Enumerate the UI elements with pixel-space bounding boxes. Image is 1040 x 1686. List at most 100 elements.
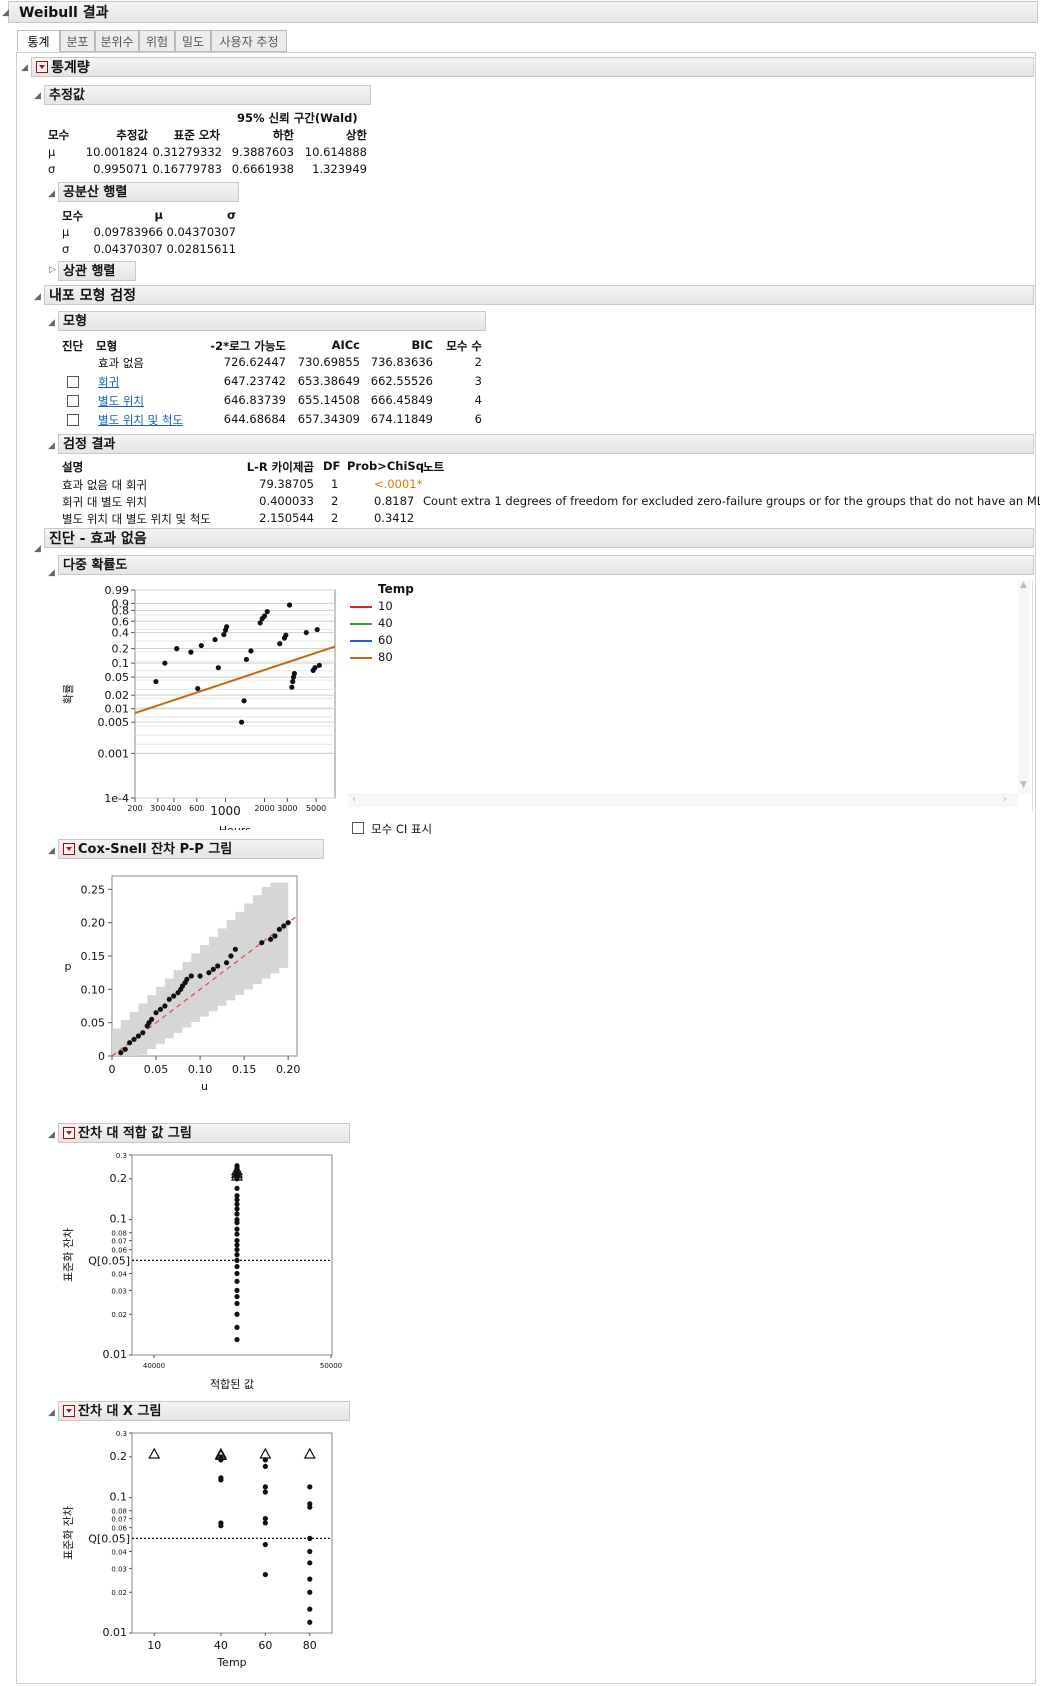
resid-fit-header[interactable]: 잔차 대 적합 값 그림 <box>58 1123 350 1143</box>
nested-title: 내포 모형 검정 <box>49 288 137 304</box>
table-cell: 0.04370307 <box>93 242 163 256</box>
data-point <box>234 1257 240 1263</box>
estimates-header[interactable]: 추정값 <box>44 85 371 105</box>
tab-density[interactable]: 밀도 <box>175 30 211 52</box>
tab-distribution[interactable]: 분포 <box>60 30 95 52</box>
tab-stats[interactable]: 통계량 <box>17 30 60 71</box>
table-cell: 662.55526 <box>370 374 433 388</box>
correlation-header[interactable]: 상관 행렬 <box>58 261 136 281</box>
y-tick-label: 0.2 <box>110 1450 128 1463</box>
y-tick-label: 0.001 <box>98 747 130 760</box>
red-triangle-menu-icon[interactable] <box>36 61 48 73</box>
table-cell: 0.400033 <box>259 494 314 508</box>
col-header: 모수 <box>62 209 84 223</box>
collapse-icon[interactable]: ◢ <box>48 1408 55 1418</box>
data-point <box>248 648 254 654</box>
model-link[interactable]: 별도 위치 및 척도 <box>98 413 184 427</box>
tab-custom-estimate[interactable]: 사용자 추정 <box>211 30 287 52</box>
red-triangle-menu-icon[interactable] <box>63 1404 75 1417</box>
table-cell: 79.38705 <box>259 477 314 491</box>
model-link[interactable]: 회귀 <box>98 375 120 389</box>
tests-header[interactable]: 검정 결과 <box>58 434 1034 454</box>
table-cell: 2 <box>474 355 482 369</box>
collapse-icon[interactable]: ◢ <box>48 568 55 578</box>
collapse-icon[interactable]: ◢ <box>48 1130 55 1140</box>
nested-header[interactable]: 내포 모형 검정 <box>44 285 1034 305</box>
x-tick-label: 5000 <box>306 804 326 813</box>
scroll-right-icon[interactable]: › <box>1003 794 1007 805</box>
red-triangle-menu-icon[interactable] <box>63 842 75 855</box>
table-cell: 655.14508 <box>297 393 360 407</box>
coxsnell-header[interactable]: Cox-Snell 잔차 P-P 그림 <box>58 839 324 859</box>
data-point <box>307 1619 313 1625</box>
red-triangle-menu-icon[interactable] <box>63 1126 75 1139</box>
diag-header[interactable]: 진단 - 효과 없음 <box>44 528 1034 548</box>
table-cell: 0.04370307 <box>166 225 236 239</box>
col-header: 설명 <box>62 460 84 474</box>
data-point <box>221 631 227 638</box>
legend-label: 10 <box>378 599 393 613</box>
correlation-title: 상관 행렬 <box>63 264 116 279</box>
x-tick-label: 80 <box>303 1639 317 1652</box>
show-ci-checkbox[interactable] <box>352 822 364 834</box>
collapse-icon[interactable]: ◢ <box>48 318 55 328</box>
y-tick-label: 0.4 <box>112 627 130 640</box>
data-point <box>259 940 265 946</box>
coxsnell-chart: 00 0.05 0.05 0.10 0.10 0.15 0.15 0.20 0.20 0.25 u p <box>65 875 300 1093</box>
x-tick-label: 600 <box>189 804 204 813</box>
p-value-significant: <.0001* <box>374 477 423 491</box>
collapse-icon[interactable]: ◢ <box>34 91 41 101</box>
model-link[interactable]: 별도 위치 <box>98 394 144 408</box>
collapse-icon[interactable]: ◢ <box>48 441 55 451</box>
model-checkbox[interactable] <box>67 414 79 426</box>
expand-icon[interactable]: ▷ <box>49 265 56 275</box>
model-checkbox[interactable] <box>67 395 79 407</box>
y-tick-label: 0.1 <box>112 657 130 670</box>
table-cell: 653.38649 <box>297 374 360 388</box>
y-tick-label: 0.3 <box>116 1430 127 1438</box>
table-cell: 0.16779783 <box>152 162 222 176</box>
tab-hazard[interactable]: 위험 <box>139 30 175 52</box>
collapse-icon[interactable]: ◢ <box>2 8 9 18</box>
data-point <box>307 1535 313 1541</box>
stats-section-header[interactable]: 통계량 <box>31 57 1034 77</box>
x-tick-label: 0.15 <box>232 1063 257 1076</box>
collapse-icon[interactable]: ◢ <box>21 63 28 73</box>
y-tick-label: 0.02 <box>105 689 130 702</box>
y-tick-label: 0.1 <box>110 1491 128 1504</box>
models-header[interactable]: 모형 <box>58 311 486 331</box>
data-point <box>166 996 172 1002</box>
table-cell: 9.3887603 <box>231 145 294 159</box>
resid-x-header[interactable]: 잔차 대 X 그림 <box>58 1401 350 1421</box>
y-tick-label: 0.06 <box>111 1247 127 1255</box>
censored-marker <box>214 1447 227 1459</box>
data-point <box>262 1541 268 1548</box>
collapse-icon[interactable]: ◢ <box>34 544 41 554</box>
model-checkbox[interactable] <box>67 376 79 388</box>
data-point <box>212 636 218 643</box>
data-point <box>234 1311 240 1317</box>
scrollbar-vertical[interactable]: ▲ ▼ <box>1018 580 1030 794</box>
multiprob-header[interactable]: 다중 확률도 <box>58 555 1034 575</box>
data-point <box>234 1201 240 1207</box>
scrollbar-horizontal[interactable]: ‹ › <box>348 794 1018 807</box>
collapse-icon[interactable]: ◢ <box>48 189 55 199</box>
data-point <box>257 620 263 626</box>
col-header: 노트 <box>423 460 445 474</box>
y-tick-label: 0.9 <box>112 597 130 610</box>
scroll-down-icon[interactable]: ▼ <box>1020 780 1027 790</box>
collapse-icon[interactable]: ◢ <box>48 846 55 856</box>
data-point <box>307 1560 313 1566</box>
collapse-icon[interactable]: ◢ <box>34 292 41 302</box>
data-point <box>285 920 291 926</box>
table-cell: 0.3412 <box>374 511 415 525</box>
data-point <box>307 1548 313 1555</box>
scroll-up-icon[interactable]: ▲ <box>1020 580 1027 590</box>
tab-quantiles[interactable]: 분위수 <box>95 30 139 52</box>
scroll-left-icon[interactable]: ‹ <box>352 794 356 805</box>
data-point <box>184 976 190 982</box>
col-header: σ <box>227 208 236 222</box>
models-title: 모형 <box>63 314 87 329</box>
data-point <box>238 719 245 725</box>
covariance-header[interactable]: 공분산 행렬 <box>58 182 239 202</box>
